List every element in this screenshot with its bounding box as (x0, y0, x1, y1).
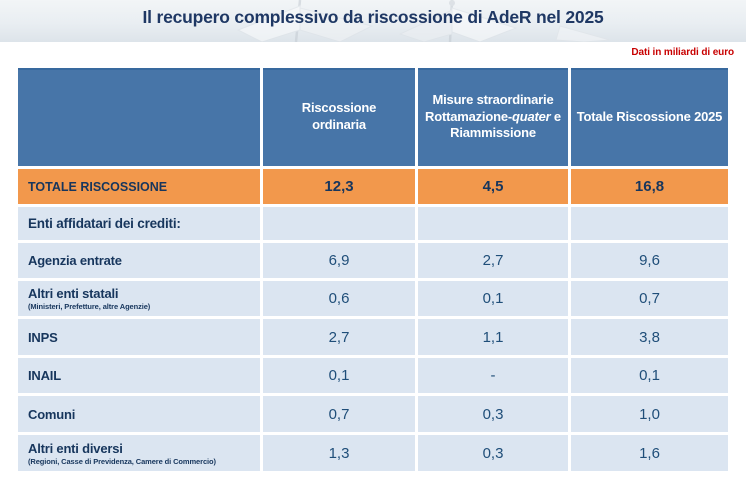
cell-ordinaria: 6,9 (263, 243, 415, 278)
column-header-riscossione-ordinaria: Riscossione ordinaria (263, 68, 415, 166)
cell-totale: 0,7 (571, 281, 728, 316)
recovery-table: Riscossione ordinaria Misure straordinar… (15, 65, 731, 474)
cell-ordinaria: 0,1 (263, 358, 415, 393)
header-empty-cell (18, 68, 260, 166)
table-row-comuni: Comuni 0,7 0,3 1,0 (18, 396, 728, 432)
section-label: Enti affidatari dei crediti: (18, 207, 260, 240)
row-label: INPS (28, 329, 58, 345)
section-row-enti-affidatari: Enti affidatari dei crediti: (18, 207, 728, 240)
title-banner: Il recupero complessivo da riscossione d… (0, 0, 746, 42)
row-label: Comuni (28, 406, 76, 422)
table-row-inail: INAIL 0,1 - 0,1 (18, 358, 728, 393)
totale-row-label: TOTALE RISCOSSIONE (18, 169, 260, 204)
totale-ordinaria-value: 12,3 (263, 169, 415, 204)
cell-totale: 1,6 (571, 435, 728, 471)
row-label: Agenzia entrate (28, 253, 122, 268)
row-label: Altri enti diversi (28, 440, 123, 456)
cell-straordinarie: - (418, 358, 568, 393)
cell-straordinarie: 0,3 (418, 396, 568, 432)
cell-straordinarie: 0,3 (418, 435, 568, 471)
totale-2025-value: 16,8 (571, 169, 728, 204)
header-misure-text-end: e Riammissione (450, 108, 561, 141)
units-caption: Dati in miliardi di euro (631, 47, 734, 58)
header-quater-italic: quater (511, 108, 551, 124)
table-row-inps: INPS 2,7 1,1 3,8 (18, 319, 728, 355)
header-misure-text: Misure straordinarie Rottamazione- (425, 91, 554, 124)
table-header-row: Riscossione ordinaria Misure straordinar… (18, 68, 728, 166)
cell-ordinaria: 1,3 (263, 435, 415, 471)
empty-cell (418, 207, 568, 240)
totale-straordinarie-value: 4,5 (418, 169, 568, 204)
flags-background-graphic (236, 0, 611, 42)
page-title: Il recupero complessivo da riscossione d… (142, 7, 604, 27)
column-header-misure-straordinarie: Misure straordinarie Rottamazione-quater… (418, 68, 568, 166)
cell-ordinaria: 0,6 (263, 281, 415, 316)
cell-totale: 9,6 (571, 243, 728, 278)
cell-ordinaria: 0,7 (263, 396, 415, 432)
cell-totale: 3,8 (571, 319, 728, 355)
row-label: INAIL (28, 368, 61, 383)
cell-totale: 1,0 (571, 396, 728, 432)
cell-straordinarie: 1,1 (418, 319, 568, 355)
row-sublabel: (Ministeri, Prefetture, altre Agenzie) (28, 302, 151, 311)
empty-cell (571, 207, 728, 240)
row-sublabel: (Regioni, Casse di Previdenza, Camere di… (28, 456, 216, 466)
totale-riscossione-row: TOTALE RISCOSSIONE 12,3 4,5 16,8 (18, 169, 728, 204)
column-header-totale-riscossione: Totale Riscossione 2025 (571, 68, 728, 166)
table-row-agenzia-entrate: Agenzia entrate 6,9 2,7 9,6 (18, 243, 728, 278)
row-label: Altri enti statali (28, 286, 119, 301)
table-row-altri-enti-statali: Altri enti statali (Ministeri, Prefetture… (18, 281, 728, 316)
cell-straordinarie: 0,1 (418, 281, 568, 316)
cell-ordinaria: 2,7 (263, 319, 415, 355)
table-row-altri-enti-diversi: Altri enti diversi (Regioni, Casse di Pre… (18, 435, 728, 471)
cell-straordinarie: 2,7 (418, 243, 568, 278)
cell-totale: 0,1 (571, 358, 728, 393)
empty-cell (263, 207, 415, 240)
